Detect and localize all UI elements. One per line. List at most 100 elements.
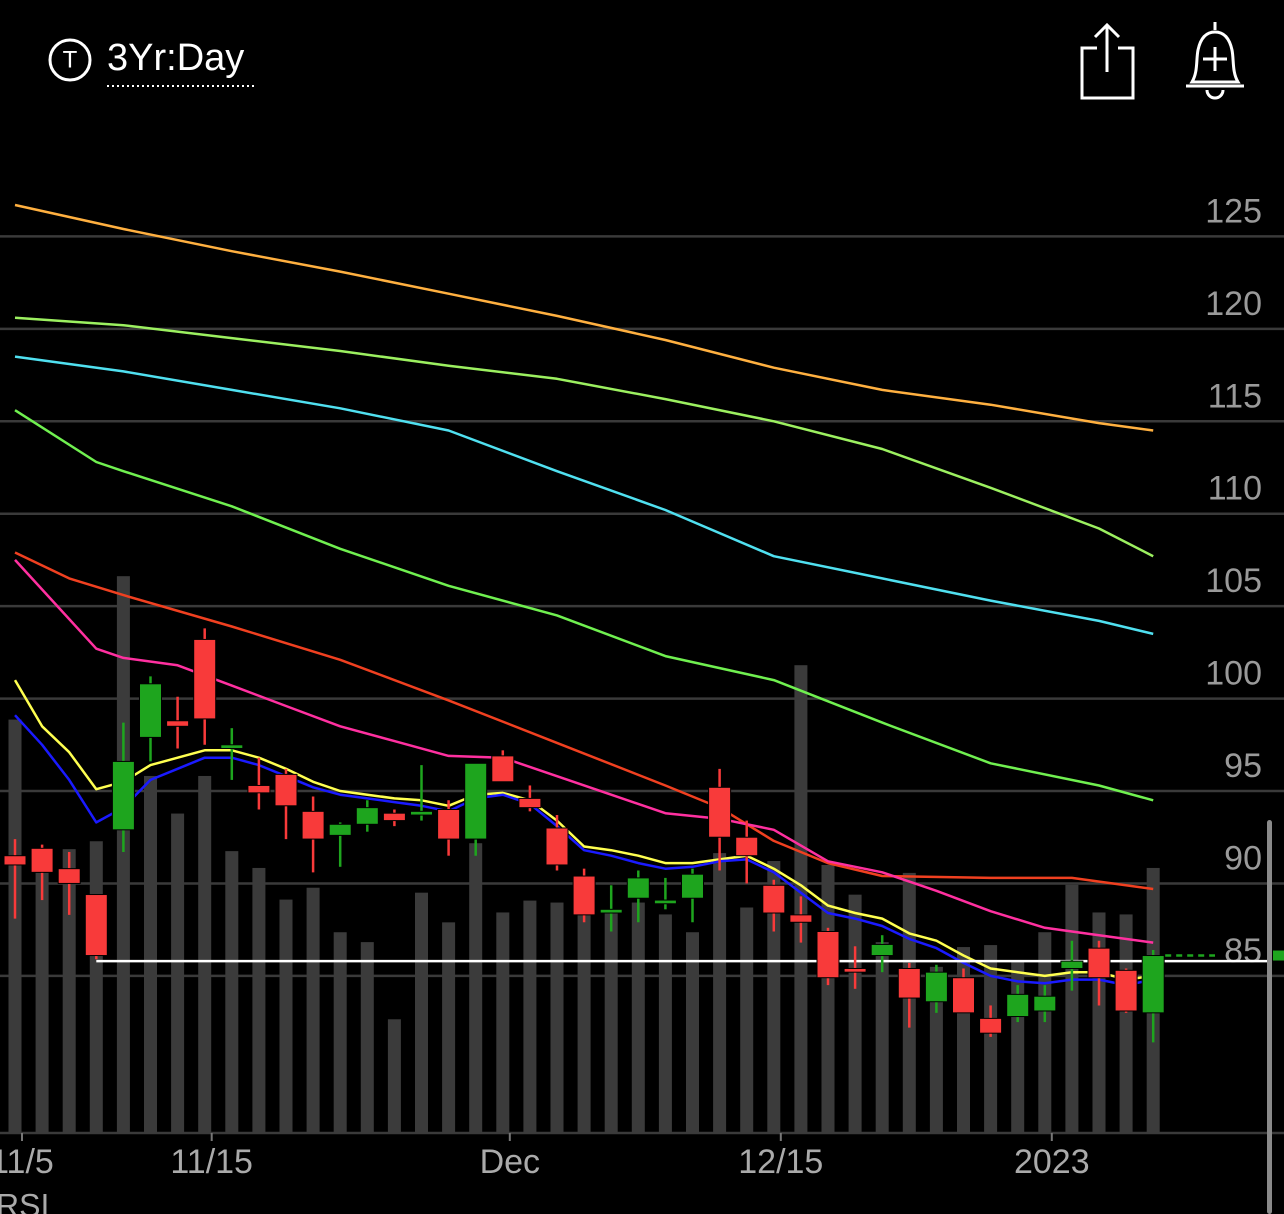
candle-body <box>681 873 704 899</box>
candle-body <box>1006 993 1030 1018</box>
candle-body <box>1114 969 1138 1012</box>
share-box <box>1080 46 1135 100</box>
volume-bar <box>279 899 293 1133</box>
candle-body <box>653 899 677 905</box>
candle-body <box>111 760 135 831</box>
volume-bar <box>1065 884 1079 1133</box>
x-tick-label: 11/5 <box>0 1143 54 1181</box>
volume-bar <box>604 912 618 1133</box>
candle-body <box>626 877 650 899</box>
candle-body <box>166 720 190 727</box>
volume-bar <box>523 900 537 1133</box>
candle-body <box>355 807 379 825</box>
scrollbar[interactable] <box>1267 820 1272 1214</box>
volume-bar <box>713 853 727 1133</box>
moving-average-line <box>14 714 1154 987</box>
candle-body <box>301 810 325 840</box>
last-price-tag <box>1273 950 1284 961</box>
volume-bar <box>35 872 49 1133</box>
bell-plus <box>1203 47 1227 71</box>
volume-bar <box>333 932 347 1133</box>
volume-bar <box>929 966 943 1133</box>
candle-body <box>220 744 244 749</box>
share-arrow <box>1093 22 1121 72</box>
moving-average-line <box>14 355 1154 636</box>
candle-body <box>789 914 813 923</box>
volume-bar <box>442 922 456 1133</box>
moving-average-line <box>14 409 1154 802</box>
plot-area: 125 120 115 110 105 100 95 90 85 11/5 11/15 Dec 12/1… <box>0 192 1284 1181</box>
volume-bar <box>550 902 564 1133</box>
bell-clapper <box>1205 89 1225 100</box>
y-tick-label: 90 <box>1224 839 1262 877</box>
y-tick-label: 100 <box>1205 655 1262 693</box>
volume-bar <box>306 887 320 1133</box>
indicator-label: RSI <box>0 1187 49 1214</box>
candle-body <box>843 967 867 973</box>
share-button[interactable] <box>1080 22 1135 100</box>
volume-bar <box>116 576 130 1133</box>
candle-body <box>924 971 948 1003</box>
candle-body <box>572 875 596 916</box>
volume-bar <box>1119 914 1133 1133</box>
candle-body <box>1033 995 1057 1012</box>
candle-body <box>545 827 569 866</box>
volume-bar <box>62 849 76 1133</box>
candle-body <box>708 786 732 838</box>
moving-average-line <box>13 679 1154 981</box>
candle-body <box>518 797 542 809</box>
candle-body <box>437 808 461 840</box>
volume-bar <box>577 882 591 1133</box>
candle-body <box>1060 960 1084 969</box>
candle-body <box>57 868 81 884</box>
candle-body <box>3 855 27 866</box>
volume-bar <box>469 843 483 1133</box>
candle-body <box>816 931 840 979</box>
candle-body <box>762 884 786 914</box>
moving-average-line <box>14 551 1154 891</box>
volume-bar <box>252 867 266 1133</box>
y-tick-label: 95 <box>1224 747 1262 785</box>
volume-bar <box>225 851 239 1133</box>
candle-body <box>952 977 975 1014</box>
ticker-icon-text: T <box>63 46 78 73</box>
volume-bar <box>8 719 22 1133</box>
candle-body <box>193 638 217 720</box>
candle-body <box>1087 947 1111 979</box>
candle-body <box>30 847 54 873</box>
candle-body <box>247 784 271 794</box>
volume-bar <box>658 914 672 1133</box>
moving-average-line <box>14 203 1154 432</box>
candle-body <box>410 810 433 816</box>
ticker-button[interactable]: T <box>48 38 92 82</box>
moving-average-line <box>14 316 1154 558</box>
volume-bar <box>496 912 510 1133</box>
y-tick-label: 115 <box>1208 377 1262 415</box>
ticker-icon <box>48 38 92 82</box>
volume-bar <box>360 942 374 1133</box>
alert-button[interactable] <box>1186 22 1244 100</box>
candle-body <box>464 762 488 840</box>
volume-bar <box>1038 932 1052 1133</box>
candle-body <box>328 823 352 836</box>
volume-bar <box>686 932 699 1133</box>
candle-body <box>274 773 298 807</box>
candle-body <box>599 908 623 914</box>
candle-body <box>491 755 515 783</box>
y-tick-label: 120 <box>1205 285 1262 323</box>
volume-bar <box>875 942 889 1133</box>
volume-bar <box>767 861 781 1133</box>
candle-body <box>979 1017 1003 1034</box>
candle-body <box>735 836 759 857</box>
y-tick-label: 110 <box>1208 470 1262 508</box>
volume-bar <box>89 841 103 1133</box>
candle-body <box>870 943 894 957</box>
volume-bar <box>198 775 212 1133</box>
range-label[interactable]: 3Yr:Day <box>107 37 244 79</box>
x-tick-label: 12/15 <box>738 1143 823 1181</box>
candle-body <box>84 894 108 957</box>
volume-bar <box>740 907 754 1133</box>
x-tick-label: Dec <box>480 1143 540 1181</box>
y-tick-label: 105 <box>1205 562 1262 600</box>
